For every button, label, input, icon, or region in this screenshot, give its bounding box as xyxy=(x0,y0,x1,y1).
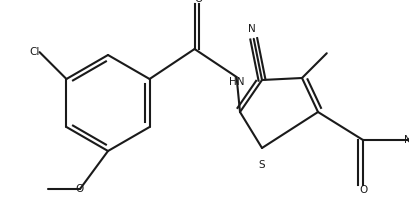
Text: O: O xyxy=(76,184,84,194)
Text: O: O xyxy=(195,0,203,4)
Text: Cl: Cl xyxy=(29,47,40,57)
Text: O: O xyxy=(359,185,367,195)
Text: N: N xyxy=(248,24,256,34)
Text: N: N xyxy=(404,135,409,145)
Text: HN: HN xyxy=(229,77,244,87)
Text: S: S xyxy=(258,160,265,170)
